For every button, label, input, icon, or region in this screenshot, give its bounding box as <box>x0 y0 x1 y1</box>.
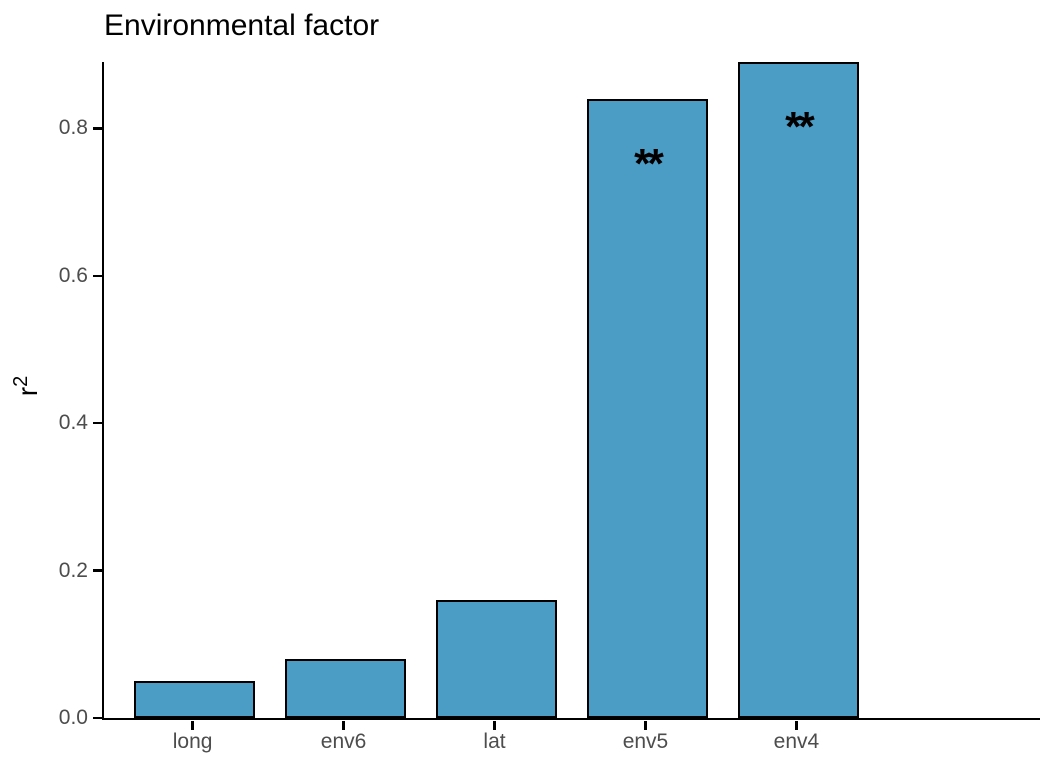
x-axis-tick <box>644 720 647 730</box>
y-axis-tick <box>93 716 102 720</box>
bar-lat <box>436 600 557 718</box>
bar-env5 <box>587 98 708 718</box>
x-tick-label-env6: env6 <box>320 730 367 753</box>
significance-annotation-env5: ** <box>634 139 664 187</box>
y-axis-tick <box>93 421 102 425</box>
significance-annotation-env4: ** <box>785 103 815 150</box>
bar-env4 <box>738 62 859 718</box>
y-tick-label: 0.4 <box>58 411 88 435</box>
x-axis-tick <box>493 720 496 730</box>
x-tick-label-env5: env5 <box>622 730 669 753</box>
y-tick-label: 0.8 <box>58 116 88 140</box>
y-axis-tick <box>93 274 102 277</box>
x-axis-tick <box>795 720 798 730</box>
y-axis-tick <box>93 127 102 130</box>
y-tick-label: 0.0 <box>58 706 88 729</box>
y-axis-title-superscript: 2 <box>9 375 32 387</box>
y-axis-title: r2 <box>10 376 44 396</box>
chart-title: Environmental factor <box>104 9 380 42</box>
x-tick-label-lat: lat <box>483 730 506 753</box>
y-tick-label: 0.6 <box>58 263 88 287</box>
bar-env6 <box>285 659 406 718</box>
y-tick-label: 0.2 <box>58 558 88 582</box>
x-tick-label-env4: env4 <box>773 730 820 753</box>
y-axis-title-base: r <box>12 386 44 397</box>
x-axis-tick <box>191 720 194 730</box>
x-axis-tick <box>342 720 345 730</box>
plot-panel: ** ** <box>102 62 1040 720</box>
y-axis-tick <box>93 569 102 572</box>
x-tick-label-long: long <box>172 730 213 753</box>
bar-long <box>134 681 255 718</box>
